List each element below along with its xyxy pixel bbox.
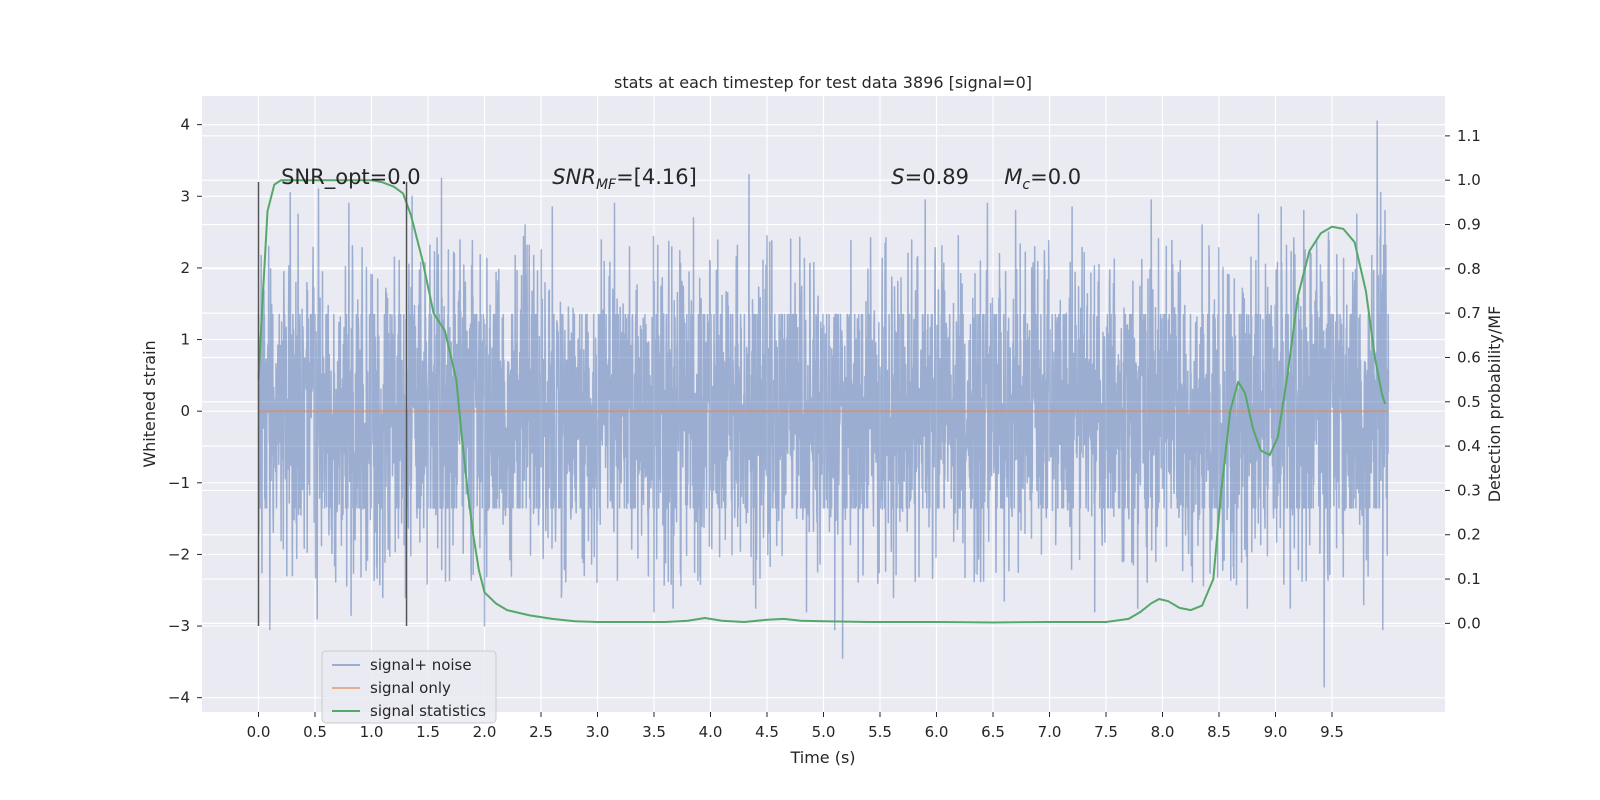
annotation-part: c <box>1022 177 1030 193</box>
y-tick-label: 4 <box>180 116 190 134</box>
y-right-tick-label: 0.9 <box>1457 216 1481 234</box>
annotation-part: MF <box>596 177 617 193</box>
y-right-tick-label: 0.0 <box>1457 614 1481 632</box>
x-tick-label: 8.5 <box>1207 723 1231 741</box>
vertical-markers <box>257 181 408 627</box>
x-tick-label: 5.5 <box>868 723 892 741</box>
y-axis-right-label: Detection probability/MF <box>1485 306 1504 503</box>
y-tick-label: 0 <box>180 402 190 420</box>
series-lines <box>257 179 1389 624</box>
series-line-signal-noise <box>257 120 1390 688</box>
legend-label: signal statistics <box>370 702 486 720</box>
annotation-part: S <box>891 165 904 189</box>
legend-label: signal+ noise <box>370 656 472 674</box>
annotation-text: SNR_opt=0.0 <box>281 165 421 190</box>
x-tick-label: 4.5 <box>755 723 779 741</box>
annotations: SNR_opt=0.0 SNRMF=[4.16] S=0.89 Mc=0.0 <box>281 165 1081 193</box>
x-tick-label: 1.5 <box>416 723 440 741</box>
x-tick-label: 2.5 <box>529 723 553 741</box>
x-tick-label: 8.0 <box>1151 723 1175 741</box>
legend-box <box>321 650 497 724</box>
y-right-tick-label: 0.6 <box>1457 348 1481 366</box>
annotation-part: SNR_opt=0.0 <box>281 165 421 190</box>
y-tick-label: 2 <box>180 259 190 277</box>
y-right-tick-label: 0.1 <box>1457 570 1481 588</box>
x-tick-label: 5.0 <box>812 723 836 741</box>
y-tick-label: −3 <box>168 617 190 635</box>
y-right-tick-label: 0.5 <box>1457 393 1481 411</box>
x-tick-label: 6.5 <box>981 723 1005 741</box>
x-tick-label: 2.0 <box>473 723 497 741</box>
annotation-part: M <box>1004 165 1022 189</box>
y-right-tick-label: 0.3 <box>1457 481 1481 499</box>
x-axis-label: Time (s) <box>789 748 855 767</box>
y-tick-label: 3 <box>180 187 190 205</box>
y-right-tick-label: 1.1 <box>1457 127 1481 145</box>
y-tick-label: −1 <box>168 474 190 492</box>
x-tick-label: 0.5 <box>303 723 327 741</box>
x-tick-label: 7.5 <box>1094 723 1118 741</box>
series-line-signal-statistics <box>257 179 1387 624</box>
annotation-text: Mc=0.0 <box>1004 165 1081 193</box>
x-tick-label: 1.0 <box>360 723 384 741</box>
y-right-tick-label: 0.8 <box>1457 260 1481 278</box>
y-tick-label: −2 <box>168 545 190 563</box>
x-tick-label: 7.0 <box>1038 723 1062 741</box>
y-right-tick-label: 0.2 <box>1457 526 1481 544</box>
x-tick-label: 3.5 <box>642 723 666 741</box>
x-tick-label: 6.0 <box>925 723 949 741</box>
series-signal-noise <box>257 120 1390 688</box>
axis-ticks: 0.0 0.5 1.0 1.5 2.0 2.5 3.0 3.5 4.0 4.5 5.0 5.5 6.0 6… <box>168 116 1481 741</box>
y-tick-label: −4 <box>168 689 190 707</box>
annotation-part: =0.89 <box>905 165 969 189</box>
y-tick-label: 1 <box>180 331 190 349</box>
legend: signal+ noise signal only signal statistic… <box>321 650 497 724</box>
annotation-part: SNR <box>552 165 596 189</box>
y-right-tick-label: 0.4 <box>1457 437 1481 455</box>
x-tick-label: 9.5 <box>1320 723 1344 741</box>
y-right-tick-label: 1.0 <box>1457 171 1481 189</box>
x-tick-label: 3.0 <box>586 723 610 741</box>
x-tick-label: 0.0 <box>247 723 271 741</box>
y-right-tick-label: 0.7 <box>1457 304 1481 322</box>
annotation-part: =0.0 <box>1030 165 1081 189</box>
x-tick-label: 4.0 <box>699 723 723 741</box>
legend-label: signal only <box>370 679 451 697</box>
x-tick-label: 9.0 <box>1264 723 1288 741</box>
annotation-text: SNRMF=[4.16] <box>552 165 697 193</box>
annotation-text: S=0.89 <box>891 165 969 189</box>
chart-title: stats at each timestep for test data 389… <box>614 73 1032 92</box>
y-axis-label: Whitened strain <box>140 340 159 467</box>
annotation-part: =[4.16] <box>616 165 697 189</box>
